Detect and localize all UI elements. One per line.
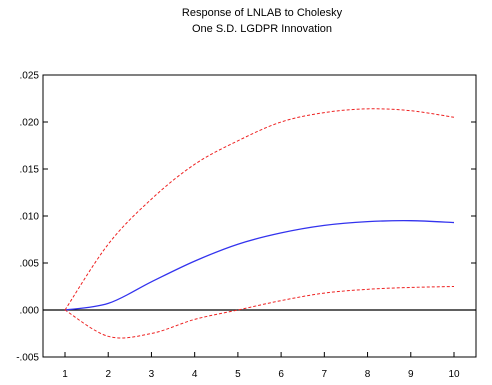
plot-frame bbox=[42, 74, 477, 358]
series-line-upper bbox=[64, 108, 455, 311]
series-group bbox=[64, 108, 455, 339]
x-tick-label: 7 bbox=[322, 369, 328, 380]
y-tick-label: .010 bbox=[20, 212, 40, 223]
x-tick-label: 4 bbox=[192, 369, 198, 380]
chart-title-line-2: One S.D. LGDPR Innovation bbox=[192, 23, 332, 35]
y-tick-label: .000 bbox=[20, 306, 40, 317]
y-tick-label: -.005 bbox=[16, 353, 39, 364]
y-axis: .025 .020 .015 .010 .005 .000 -.005 bbox=[16, 71, 476, 364]
x-tick-label: 2 bbox=[105, 369, 111, 380]
chart-title: Response of LNLAB to Cholesky One S.D. L… bbox=[182, 7, 343, 35]
y-tick-label: .025 bbox=[20, 71, 40, 82]
y-tick-label: .020 bbox=[20, 118, 40, 129]
chart-title-line-1: Response of LNLAB to Cholesky bbox=[182, 7, 343, 19]
x-tick-label: 5 bbox=[235, 369, 241, 380]
y-tick-label: .005 bbox=[20, 259, 40, 270]
x-tick-label: 8 bbox=[365, 369, 371, 380]
x-tick-label: 9 bbox=[408, 369, 414, 380]
x-tick-label: 3 bbox=[149, 369, 155, 380]
x-tick-label: 10 bbox=[448, 369, 460, 380]
x-axis: 1 2 3 4 5 6 7 8 9 10 bbox=[62, 352, 460, 380]
x-tick-label: 6 bbox=[278, 369, 284, 380]
y-tick-label: .015 bbox=[20, 165, 40, 176]
series-line-response bbox=[64, 220, 455, 311]
series-line-lower bbox=[64, 286, 455, 339]
x-tick-label: 1 bbox=[62, 369, 68, 380]
